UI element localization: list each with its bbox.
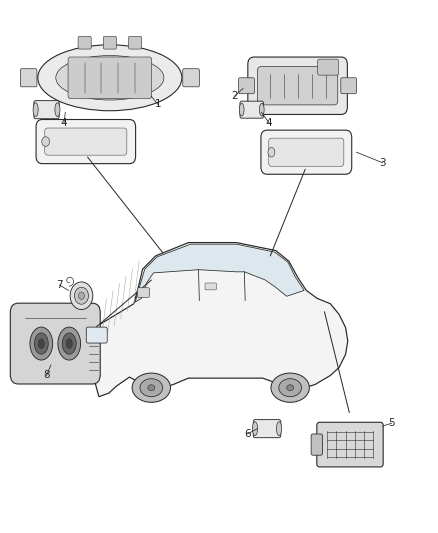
FancyBboxPatch shape — [205, 283, 216, 290]
Ellipse shape — [42, 137, 49, 147]
FancyBboxPatch shape — [78, 36, 91, 49]
FancyBboxPatch shape — [11, 303, 100, 384]
Ellipse shape — [271, 373, 309, 402]
Text: 4: 4 — [61, 118, 67, 128]
Ellipse shape — [148, 385, 155, 391]
FancyBboxPatch shape — [34, 101, 59, 119]
FancyBboxPatch shape — [248, 57, 347, 115]
Text: 8: 8 — [43, 370, 50, 381]
Ellipse shape — [66, 339, 72, 349]
Text: 2: 2 — [231, 91, 237, 101]
Polygon shape — [88, 243, 348, 397]
FancyBboxPatch shape — [258, 67, 338, 105]
FancyBboxPatch shape — [36, 119, 136, 164]
Ellipse shape — [38, 45, 182, 111]
Ellipse shape — [55, 103, 60, 117]
Ellipse shape — [276, 422, 282, 435]
Text: 3: 3 — [379, 158, 386, 168]
FancyBboxPatch shape — [318, 59, 339, 75]
FancyBboxPatch shape — [269, 138, 344, 166]
Text: 4: 4 — [266, 118, 272, 128]
Ellipse shape — [70, 282, 93, 310]
Ellipse shape — [30, 327, 53, 360]
Ellipse shape — [58, 327, 81, 360]
FancyBboxPatch shape — [68, 57, 152, 99]
FancyBboxPatch shape — [261, 130, 352, 174]
Text: 6: 6 — [244, 429, 251, 439]
FancyBboxPatch shape — [138, 288, 150, 297]
FancyBboxPatch shape — [128, 36, 141, 49]
FancyBboxPatch shape — [239, 78, 254, 94]
Ellipse shape — [279, 378, 301, 397]
FancyBboxPatch shape — [86, 327, 107, 343]
Polygon shape — [135, 244, 304, 302]
Ellipse shape — [268, 148, 275, 157]
Text: 1: 1 — [155, 99, 161, 109]
Ellipse shape — [62, 333, 76, 354]
Text: 5: 5 — [388, 418, 395, 429]
Ellipse shape — [239, 103, 244, 116]
Text: 7: 7 — [57, 280, 63, 290]
FancyBboxPatch shape — [183, 69, 199, 87]
Ellipse shape — [259, 103, 264, 116]
FancyBboxPatch shape — [240, 101, 264, 118]
Ellipse shape — [78, 292, 85, 300]
FancyBboxPatch shape — [20, 69, 37, 87]
Ellipse shape — [132, 373, 170, 402]
Ellipse shape — [33, 103, 38, 117]
Ellipse shape — [74, 287, 88, 304]
Ellipse shape — [252, 422, 258, 435]
Ellipse shape — [56, 55, 164, 100]
FancyBboxPatch shape — [253, 419, 281, 438]
Ellipse shape — [34, 333, 48, 354]
FancyBboxPatch shape — [317, 422, 383, 467]
FancyBboxPatch shape — [311, 434, 322, 455]
Ellipse shape — [287, 385, 293, 391]
Ellipse shape — [140, 378, 162, 397]
FancyBboxPatch shape — [45, 128, 127, 155]
Ellipse shape — [38, 339, 44, 349]
FancyBboxPatch shape — [341, 78, 357, 94]
FancyBboxPatch shape — [103, 36, 117, 49]
